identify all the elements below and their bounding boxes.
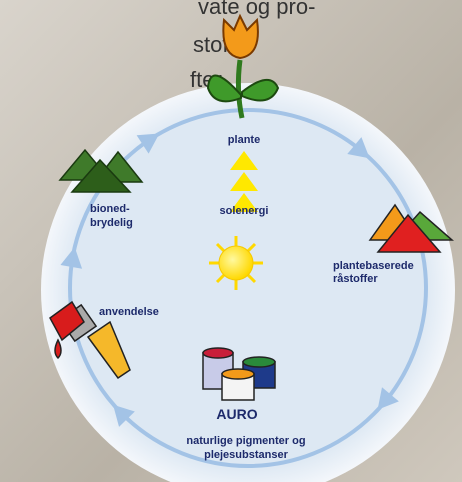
cycle-diagram: vate og pro- stoffer fter o- plante sole… <box>0 0 462 482</box>
node-label: AURO <box>216 406 257 422</box>
text-line: vate og pro- <box>198 0 315 19</box>
label-line: råstoffer <box>333 273 378 285</box>
label-line: bioned- <box>90 203 130 215</box>
sun-icon <box>209 236 263 290</box>
label-line: plejesubstanser <box>204 449 288 461</box>
label-line: brydelig <box>90 217 133 229</box>
label-line: naturlige pigmenter og <box>186 435 305 447</box>
node-label: solenergi <box>220 205 269 217</box>
label-line: plantebaserede <box>333 260 414 272</box>
node-label: anvendelse <box>99 306 159 318</box>
node-label: plante <box>228 134 260 146</box>
